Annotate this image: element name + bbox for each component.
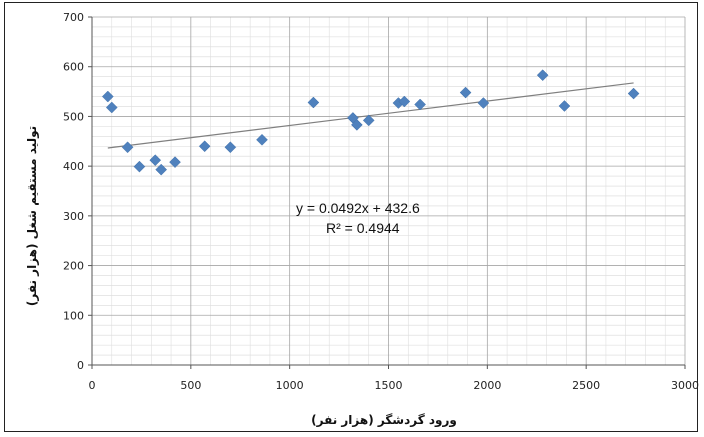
x-axis-title: ورود گردشگر (هزار نفر): [311, 413, 457, 428]
data-point: [155, 163, 168, 176]
y-tick-label: 500: [63, 110, 84, 123]
data-point: [398, 95, 411, 108]
data-point: [627, 87, 640, 100]
data-point: [362, 114, 375, 127]
data-point: [558, 100, 571, 112]
x-tick-label: 3000: [671, 379, 699, 392]
data-points: [101, 69, 640, 176]
x-tick-label: 2500: [572, 379, 600, 392]
x-tick-labels: 0 500 1000 1500 2000 2500 3000: [89, 379, 700, 392]
trendline-equation: y = 0.0492x + 432.6: [296, 200, 420, 216]
x-tick-label: 2000: [473, 379, 501, 392]
data-point: [256, 133, 268, 146]
y-tick-labels: 0 100 200 300 400 500 600 700: [63, 11, 84, 372]
axes: [88, 16, 686, 369]
data-point: [536, 69, 549, 82]
y-tick-label: 100: [63, 309, 84, 322]
data-point: [459, 86, 472, 99]
data-point: [105, 101, 118, 114]
r-squared-label: R² = 0.4944: [326, 220, 400, 236]
data-point: [198, 140, 211, 153]
y-tick-label: 400: [63, 160, 84, 173]
data-point: [121, 141, 134, 154]
data-point: [133, 160, 146, 173]
data-point: [224, 141, 237, 154]
trendline: [107, 82, 634, 149]
data-point: [101, 90, 114, 103]
data-point: [149, 154, 162, 167]
x-tick-label: 500: [180, 379, 201, 392]
major-gridlines: [91, 16, 686, 366]
x-tick-label: 1500: [375, 379, 403, 392]
y-axis-title: تولید مستقیم شغل (هزار نفر): [25, 126, 40, 306]
y-tick-label: 200: [63, 260, 84, 273]
data-point: [169, 156, 181, 169]
y-tick-label: 700: [63, 11, 84, 24]
data-point: [477, 97, 490, 109]
y-tick-label: 300: [63, 210, 84, 223]
x-tick-label: 0: [89, 379, 96, 392]
y-tick-label: 0: [77, 359, 84, 372]
chart-frame: [4, 2, 698, 432]
data-point: [351, 119, 363, 131]
data-point: [414, 98, 426, 111]
y-tick-label: 600: [63, 61, 84, 74]
x-tick-label: 1000: [276, 379, 304, 392]
data-point: [307, 96, 320, 109]
